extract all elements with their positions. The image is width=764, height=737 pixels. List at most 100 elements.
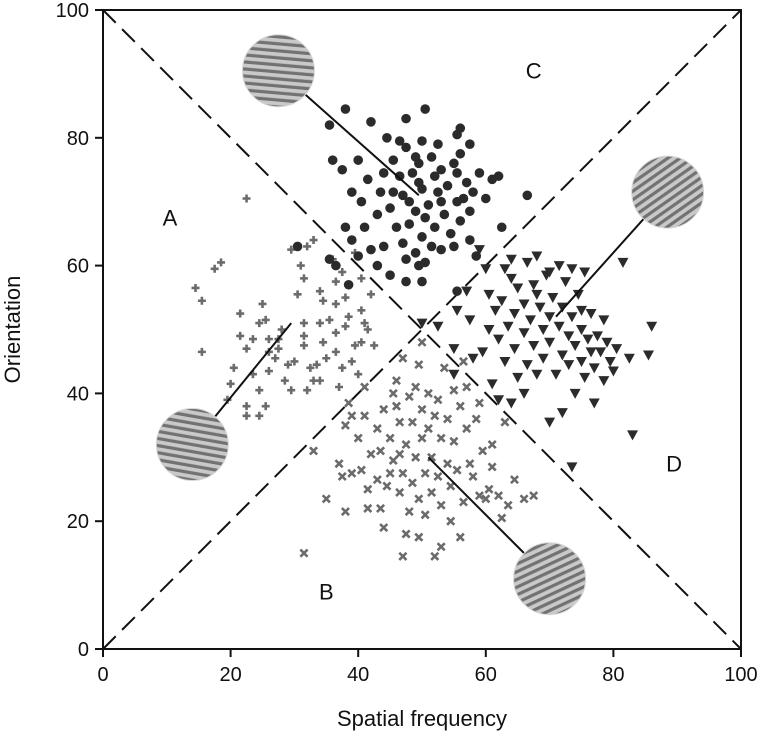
point-d-17 bbox=[528, 340, 540, 351]
point-a-69 bbox=[360, 319, 369, 328]
point-d-69 bbox=[642, 350, 654, 361]
point-c-7 bbox=[420, 104, 430, 114]
point-d-44 bbox=[595, 347, 607, 358]
point-d-52 bbox=[464, 315, 476, 326]
point-c-84 bbox=[458, 193, 469, 204]
point-c-47 bbox=[398, 238, 408, 249]
region-label-d: D bbox=[666, 452, 682, 477]
point-d-84 bbox=[576, 305, 587, 316]
y-tick-label-40: 40 bbox=[67, 383, 89, 405]
point-d-12 bbox=[518, 328, 530, 339]
point-b-74 bbox=[497, 513, 507, 523]
point-d-70 bbox=[646, 321, 658, 332]
point-c-78 bbox=[452, 129, 462, 140]
point-c-3 bbox=[353, 155, 364, 165]
point-b-9 bbox=[360, 382, 370, 392]
point-c-68 bbox=[340, 222, 351, 233]
point-c-44 bbox=[522, 190, 533, 201]
point-b-88 bbox=[446, 516, 456, 526]
point-a-51 bbox=[312, 360, 321, 369]
point-d-23 bbox=[544, 312, 556, 323]
point-d-61 bbox=[579, 267, 591, 278]
point-b-31 bbox=[401, 440, 411, 450]
point-b-47 bbox=[427, 487, 437, 497]
point-d-43 bbox=[591, 331, 603, 342]
point-d-77 bbox=[432, 321, 444, 332]
point-d-51 bbox=[486, 379, 498, 390]
point-a-47 bbox=[319, 296, 328, 305]
point-b-2 bbox=[321, 494, 331, 504]
prototype-gratings bbox=[155, 34, 705, 616]
point-c-14 bbox=[372, 209, 383, 220]
point-c-48 bbox=[401, 254, 411, 265]
point-b-32 bbox=[404, 392, 414, 402]
point-c-50 bbox=[410, 248, 421, 258]
point-d-5 bbox=[496, 296, 508, 307]
point-b-45 bbox=[423, 424, 433, 434]
point-d-58 bbox=[544, 267, 556, 278]
point-c-86 bbox=[452, 286, 462, 296]
point-d-18 bbox=[531, 369, 543, 380]
point-b-41 bbox=[417, 433, 427, 443]
point-d-67 bbox=[617, 257, 629, 268]
point-d-68 bbox=[623, 353, 635, 364]
point-a-45 bbox=[309, 236, 318, 245]
point-b-91 bbox=[519, 494, 529, 504]
point-b-71 bbox=[484, 484, 494, 494]
point-b-59 bbox=[449, 436, 459, 446]
point-a-4 bbox=[191, 283, 200, 292]
point-d-74 bbox=[473, 245, 485, 256]
point-d-65 bbox=[544, 417, 556, 428]
point-b-3 bbox=[309, 446, 319, 456]
point-a-57 bbox=[331, 328, 340, 337]
point-b-90 bbox=[503, 500, 513, 510]
point-a-36 bbox=[299, 331, 308, 340]
point-c-45 bbox=[385, 203, 395, 213]
point-b-19 bbox=[376, 446, 386, 456]
point-d-60 bbox=[566, 264, 578, 275]
prototype-line-a bbox=[214, 322, 292, 418]
point-a-41 bbox=[287, 245, 296, 254]
point-d-85 bbox=[598, 315, 610, 326]
point-d-53 bbox=[448, 344, 460, 355]
point-d-76 bbox=[531, 251, 543, 262]
boundary-line-1 bbox=[102, 9, 742, 650]
point-b-72 bbox=[487, 440, 497, 450]
point-b-18 bbox=[376, 503, 386, 513]
point-c-37 bbox=[461, 177, 472, 188]
point-c-9 bbox=[327, 155, 338, 165]
point-b-14 bbox=[347, 468, 357, 478]
point-d-8 bbox=[509, 344, 521, 355]
point-a-38 bbox=[306, 363, 315, 372]
point-c-43 bbox=[493, 171, 504, 181]
point-b-94 bbox=[509, 475, 520, 485]
point-c-64 bbox=[378, 241, 389, 252]
point-c-80 bbox=[433, 139, 443, 149]
point-b-50 bbox=[433, 395, 443, 405]
point-d-82 bbox=[569, 388, 581, 399]
point-d-3 bbox=[489, 305, 501, 316]
point-c-55 bbox=[429, 222, 440, 233]
point-d-75 bbox=[505, 254, 517, 265]
point-c-65 bbox=[385, 270, 395, 280]
point-a-49 bbox=[319, 338, 328, 347]
point-c-67 bbox=[417, 276, 427, 287]
point-c-25 bbox=[417, 136, 427, 146]
point-d-13 bbox=[518, 299, 530, 310]
point-a-34 bbox=[293, 290, 302, 299]
point-c-33 bbox=[449, 158, 459, 169]
point-b-51 bbox=[433, 471, 443, 481]
point-a-13 bbox=[242, 402, 251, 411]
point-d-16 bbox=[528, 280, 540, 291]
point-b-69 bbox=[478, 446, 488, 456]
point-b-39 bbox=[414, 494, 424, 504]
point-b-68 bbox=[474, 491, 484, 501]
point-a-3 bbox=[210, 264, 219, 273]
point-b-35 bbox=[407, 478, 417, 488]
point-a-22 bbox=[261, 402, 270, 411]
point-b-85 bbox=[414, 532, 424, 542]
point-c-87 bbox=[496, 222, 507, 233]
point-b-8 bbox=[360, 411, 370, 421]
prototype-grating-b bbox=[513, 542, 587, 616]
point-c-76 bbox=[378, 168, 389, 178]
